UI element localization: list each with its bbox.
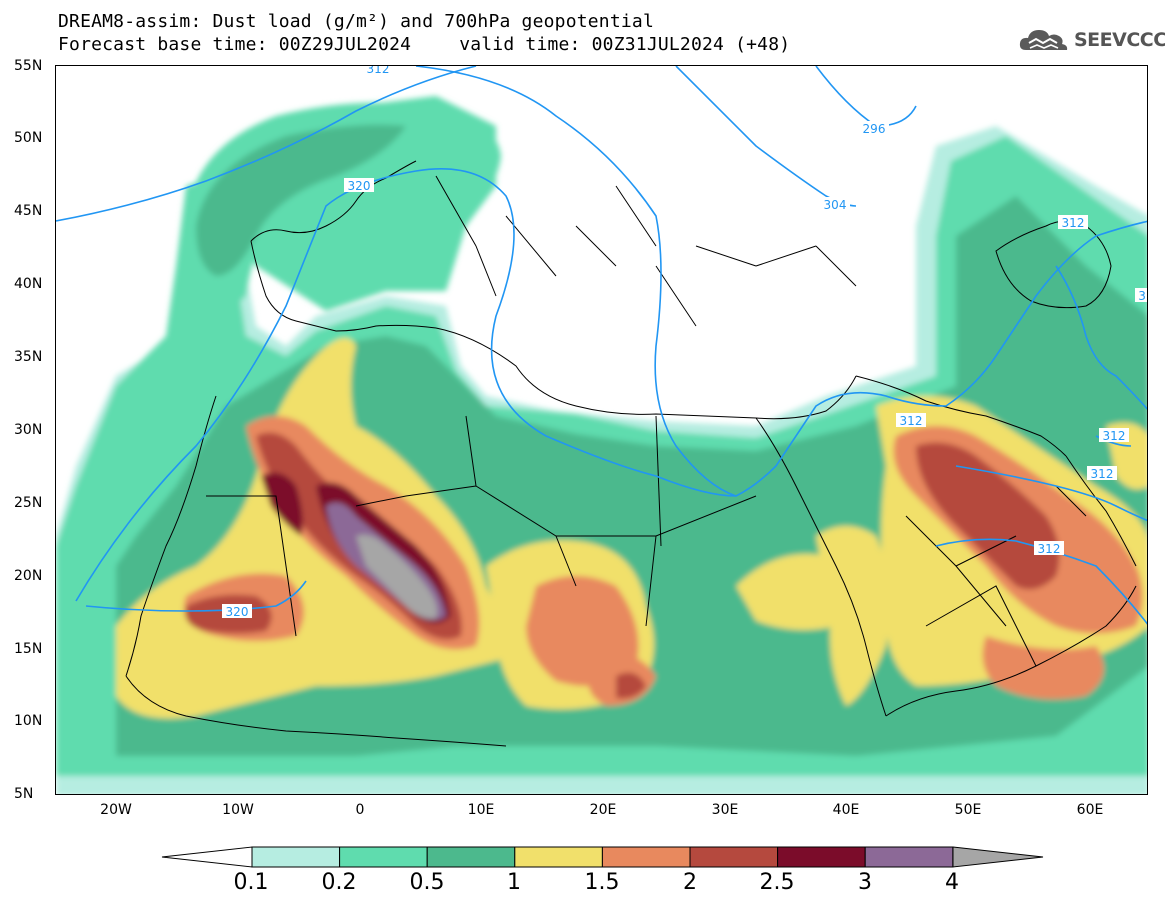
lat-label: 30N xyxy=(14,422,43,438)
colorbar-label: 0.2 xyxy=(321,870,357,895)
forecast-base-time: Forecast base time: 00Z29JUL2024 xyxy=(58,34,412,55)
lon-label: 30E xyxy=(711,802,739,818)
colorbar-cell xyxy=(777,846,866,868)
contour-label: 312 xyxy=(1103,429,1126,443)
logo-text: SEEVCCC xyxy=(1074,29,1165,51)
lat-label: 45N xyxy=(14,203,43,219)
dust-load-map: 312 296 320 304 312 312 312 312 312 320 … xyxy=(55,65,1148,795)
colorbar-cell xyxy=(514,846,603,868)
colorbar-cell xyxy=(864,846,954,868)
cloud-logo-icon xyxy=(1019,30,1068,50)
contour-label: 304 xyxy=(824,198,847,212)
lon-label: 0 xyxy=(355,802,365,818)
contour-label: 312 xyxy=(900,414,923,428)
lon-label: 20W xyxy=(100,802,132,818)
colorbar-cell xyxy=(251,846,341,868)
colorbar-label: 1 xyxy=(507,870,521,895)
colorbar-lower-arrow xyxy=(161,846,253,868)
lon-label: 20E xyxy=(589,802,617,818)
contour-label: 3 xyxy=(1138,289,1146,303)
contour-label: 312 xyxy=(367,66,390,76)
colorbar xyxy=(161,846,1044,868)
contour-label-group: 312 296 320 304 312 312 312 312 312 320 … xyxy=(222,66,1147,619)
valid-time: valid time: 00Z31JUL2024 (+48) xyxy=(459,34,791,55)
lat-label: 20N xyxy=(14,568,43,584)
lon-label: 40E xyxy=(832,802,860,818)
colorbar-label: 4 xyxy=(945,870,959,895)
contour-label: 312 xyxy=(1091,467,1114,481)
colorbar-cell xyxy=(601,846,691,868)
colorbar-label: 3 xyxy=(858,870,872,895)
lon-label: 50E xyxy=(954,802,982,818)
dust-fields xyxy=(56,96,1147,794)
colorbar-cell xyxy=(339,846,428,868)
colorbar-label: 0.5 xyxy=(409,870,445,895)
contour-label: 320 xyxy=(348,179,371,193)
lat-label: 5N xyxy=(14,786,34,802)
lon-label: 10E xyxy=(467,802,495,818)
colorbar-label: 1.5 xyxy=(584,870,620,895)
colorbar-cells xyxy=(251,846,954,868)
colorbar-label: 2 xyxy=(683,870,697,895)
map-title-line-2: Forecast base time: 00Z29JUL2024 valid ti… xyxy=(58,35,790,55)
seevccc-logo: SEEVCCC xyxy=(1018,26,1165,54)
colorbar-cell xyxy=(426,846,516,868)
lat-label: 25N xyxy=(14,495,43,511)
lat-label: 10N xyxy=(14,713,43,729)
geopotential-contours xyxy=(56,66,1147,625)
map-canvas: 312 296 320 304 312 312 312 312 312 320 … xyxy=(56,66,1147,794)
lat-label: 15N xyxy=(14,641,43,657)
contour-label: 312 xyxy=(1062,216,1085,230)
map-title-line-1: DREAM8-assim: Dust load (g/m²) and 700hP… xyxy=(58,11,654,32)
colorbar-label: 2.5 xyxy=(759,870,795,895)
lat-label: 40N xyxy=(14,276,43,292)
contour-label: 320 xyxy=(226,605,249,619)
contour-label: 296 xyxy=(863,122,886,136)
colorbar-cell xyxy=(689,846,779,868)
lon-label: 10W xyxy=(222,802,254,818)
lat-label: 50N xyxy=(14,130,43,146)
lon-label: 60E xyxy=(1076,802,1104,818)
coastlines xyxy=(125,160,1137,747)
lat-label: 55N xyxy=(14,58,43,74)
contour-label: 312 xyxy=(1038,542,1061,556)
colorbar-upper-arrow xyxy=(952,846,1044,868)
colorbar-label: 0.1 xyxy=(233,870,269,895)
lat-label: 35N xyxy=(14,349,43,365)
